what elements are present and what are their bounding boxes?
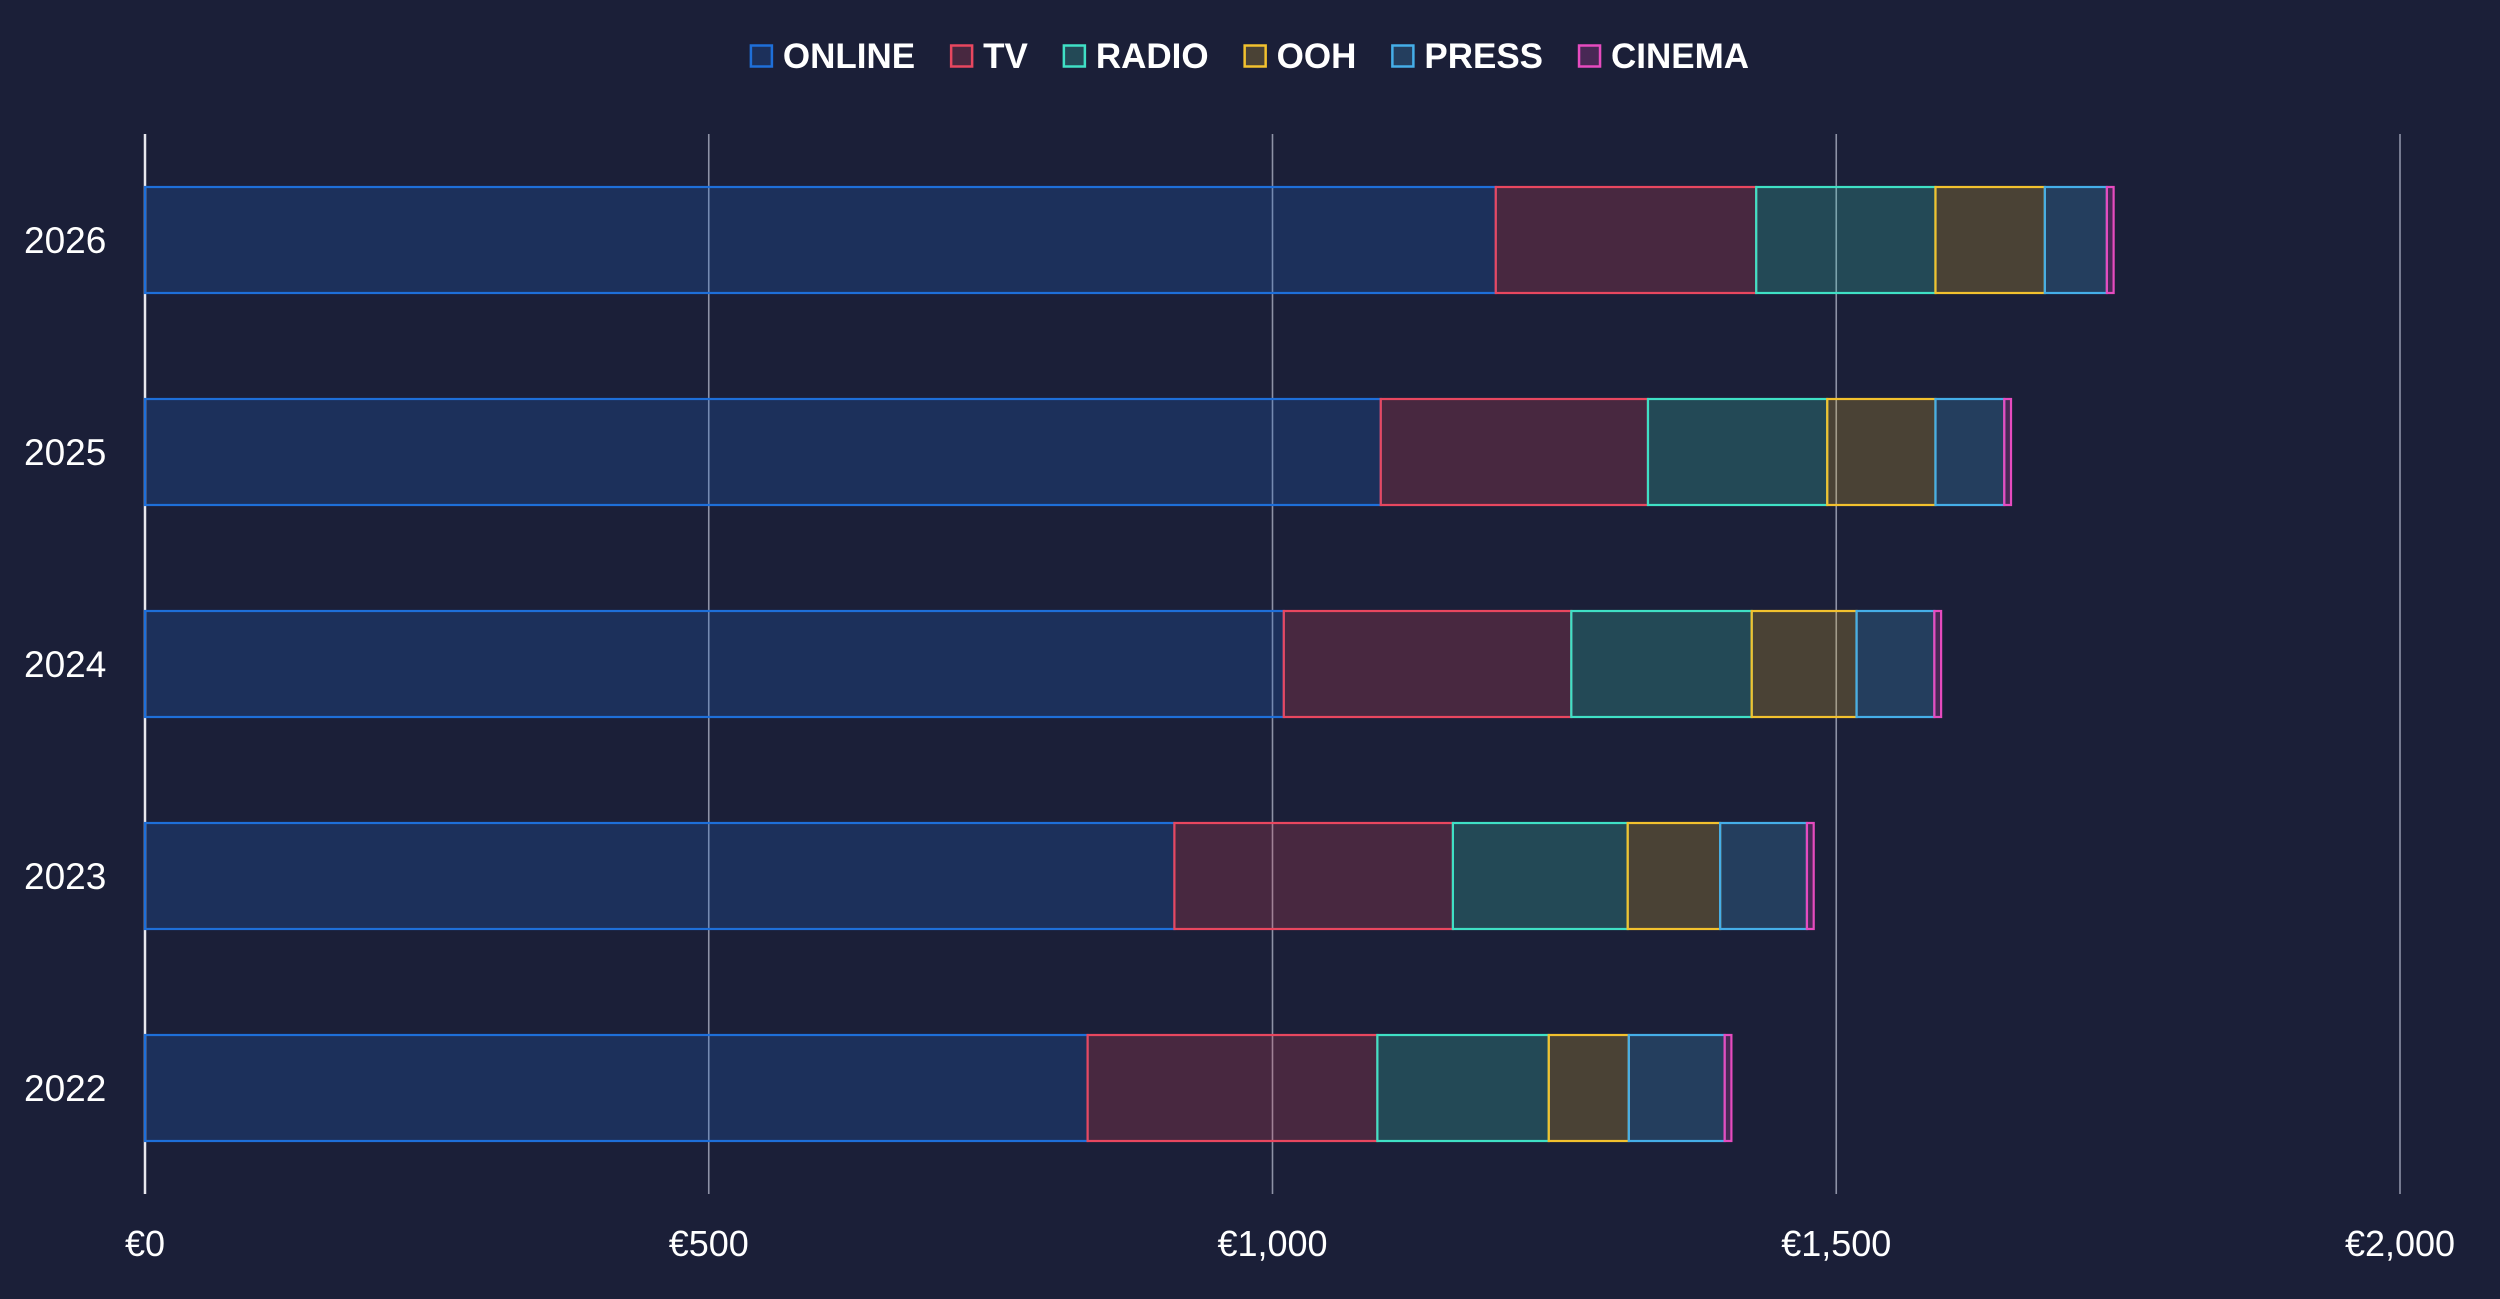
bar-segment-press-2023 — [1719, 821, 1809, 931]
bar-segment-online-2024 — [143, 609, 1285, 719]
y-tick-label: 2026 — [24, 220, 106, 261]
bar-segment-online-2023 — [143, 821, 1176, 931]
bar-segment-ooh-2023 — [1626, 821, 1722, 931]
bar-segment-online-2025 — [143, 397, 1382, 507]
y-tick-label: 2022 — [24, 1068, 106, 1109]
bar-segment-cinema-2022 — [1723, 1033, 1733, 1143]
y-tick-label: 2025 — [24, 432, 106, 473]
bar-segment-press-2024 — [1855, 609, 1936, 719]
legend-swatch — [1577, 44, 1602, 68]
bar-segment-tv-2024 — [1282, 609, 1573, 719]
legend-item-tv: TV — [949, 37, 1029, 76]
bar-segment-radio-2026 — [1755, 185, 1937, 295]
x-tick-label: €500 — [669, 1223, 749, 1264]
bar-segment-tv-2026 — [1494, 185, 1758, 295]
legend-label: TV — [983, 37, 1028, 76]
bar-segment-radio-2024 — [1570, 609, 1753, 719]
bar-segment-ooh-2026 — [1934, 185, 2046, 295]
legend-swatch — [1391, 44, 1415, 68]
legend-swatch — [949, 44, 974, 68]
legend-item-cinema: CINEMA — [1577, 37, 1749, 76]
bar-segment-press-2022 — [1627, 1033, 1726, 1143]
legend-swatch — [749, 44, 774, 68]
legend-item-ooh: OOH — [1243, 37, 1357, 76]
legend-label: PRESS — [1424, 37, 1543, 76]
legend-label: CINEMA — [1611, 37, 1749, 76]
bar-segment-press-2026 — [2043, 185, 2108, 295]
bar-segment-radio-2025 — [1646, 397, 1829, 507]
bar-segment-tv-2025 — [1379, 397, 1650, 507]
legend-swatch — [1243, 44, 1267, 68]
x-tick-label: €1,500 — [1781, 1223, 1891, 1264]
x-tick-label: €2,000 — [2345, 1223, 2455, 1264]
legend-label: ONLINE — [783, 37, 915, 76]
bar-segment-radio-2022 — [1376, 1033, 1550, 1143]
bar-segment-cinema-2026 — [2105, 185, 2115, 295]
bar-segment-ooh-2025 — [1826, 397, 1937, 507]
legend-swatch — [1062, 44, 1087, 68]
bar-segment-press-2025 — [1934, 397, 2006, 507]
legend: ONLINE TV RADIO OOH PRESS CINEMA — [749, 37, 1749, 76]
bar-segment-online-2026 — [143, 185, 1497, 295]
x-tick-label: €1,000 — [1217, 1223, 1327, 1264]
bar-segment-ooh-2024 — [1750, 609, 1858, 719]
bar-segment-tv-2022 — [1086, 1033, 1379, 1143]
bar-segment-tv-2023 — [1173, 821, 1454, 931]
legend-label: RADIO — [1096, 37, 1209, 76]
bar-segment-ooh-2022 — [1547, 1033, 1630, 1143]
x-tick-label: €0 — [125, 1223, 165, 1264]
axes: €0 €500 €1,000 €1,500 €2,000 2026 2025 2024 2023… — [24, 220, 2455, 1264]
legend-item-online: ONLINE — [749, 37, 915, 76]
bar-segment-cinema-2024 — [1933, 609, 1943, 719]
bars — [143, 185, 2115, 1143]
legend-label: OOH — [1277, 37, 1357, 76]
legend-item-radio: RADIO — [1062, 37, 1209, 76]
bar-segment-online-2022 — [143, 1033, 1089, 1143]
y-tick-label: 2023 — [24, 856, 106, 897]
bar-segment-cinema-2023 — [1805, 821, 1815, 931]
bar-segment-cinema-2025 — [2003, 397, 2013, 507]
bar-segment-radio-2023 — [1451, 821, 1629, 931]
y-tick-label: 2024 — [24, 644, 106, 685]
legend-item-press: PRESS — [1391, 37, 1543, 76]
